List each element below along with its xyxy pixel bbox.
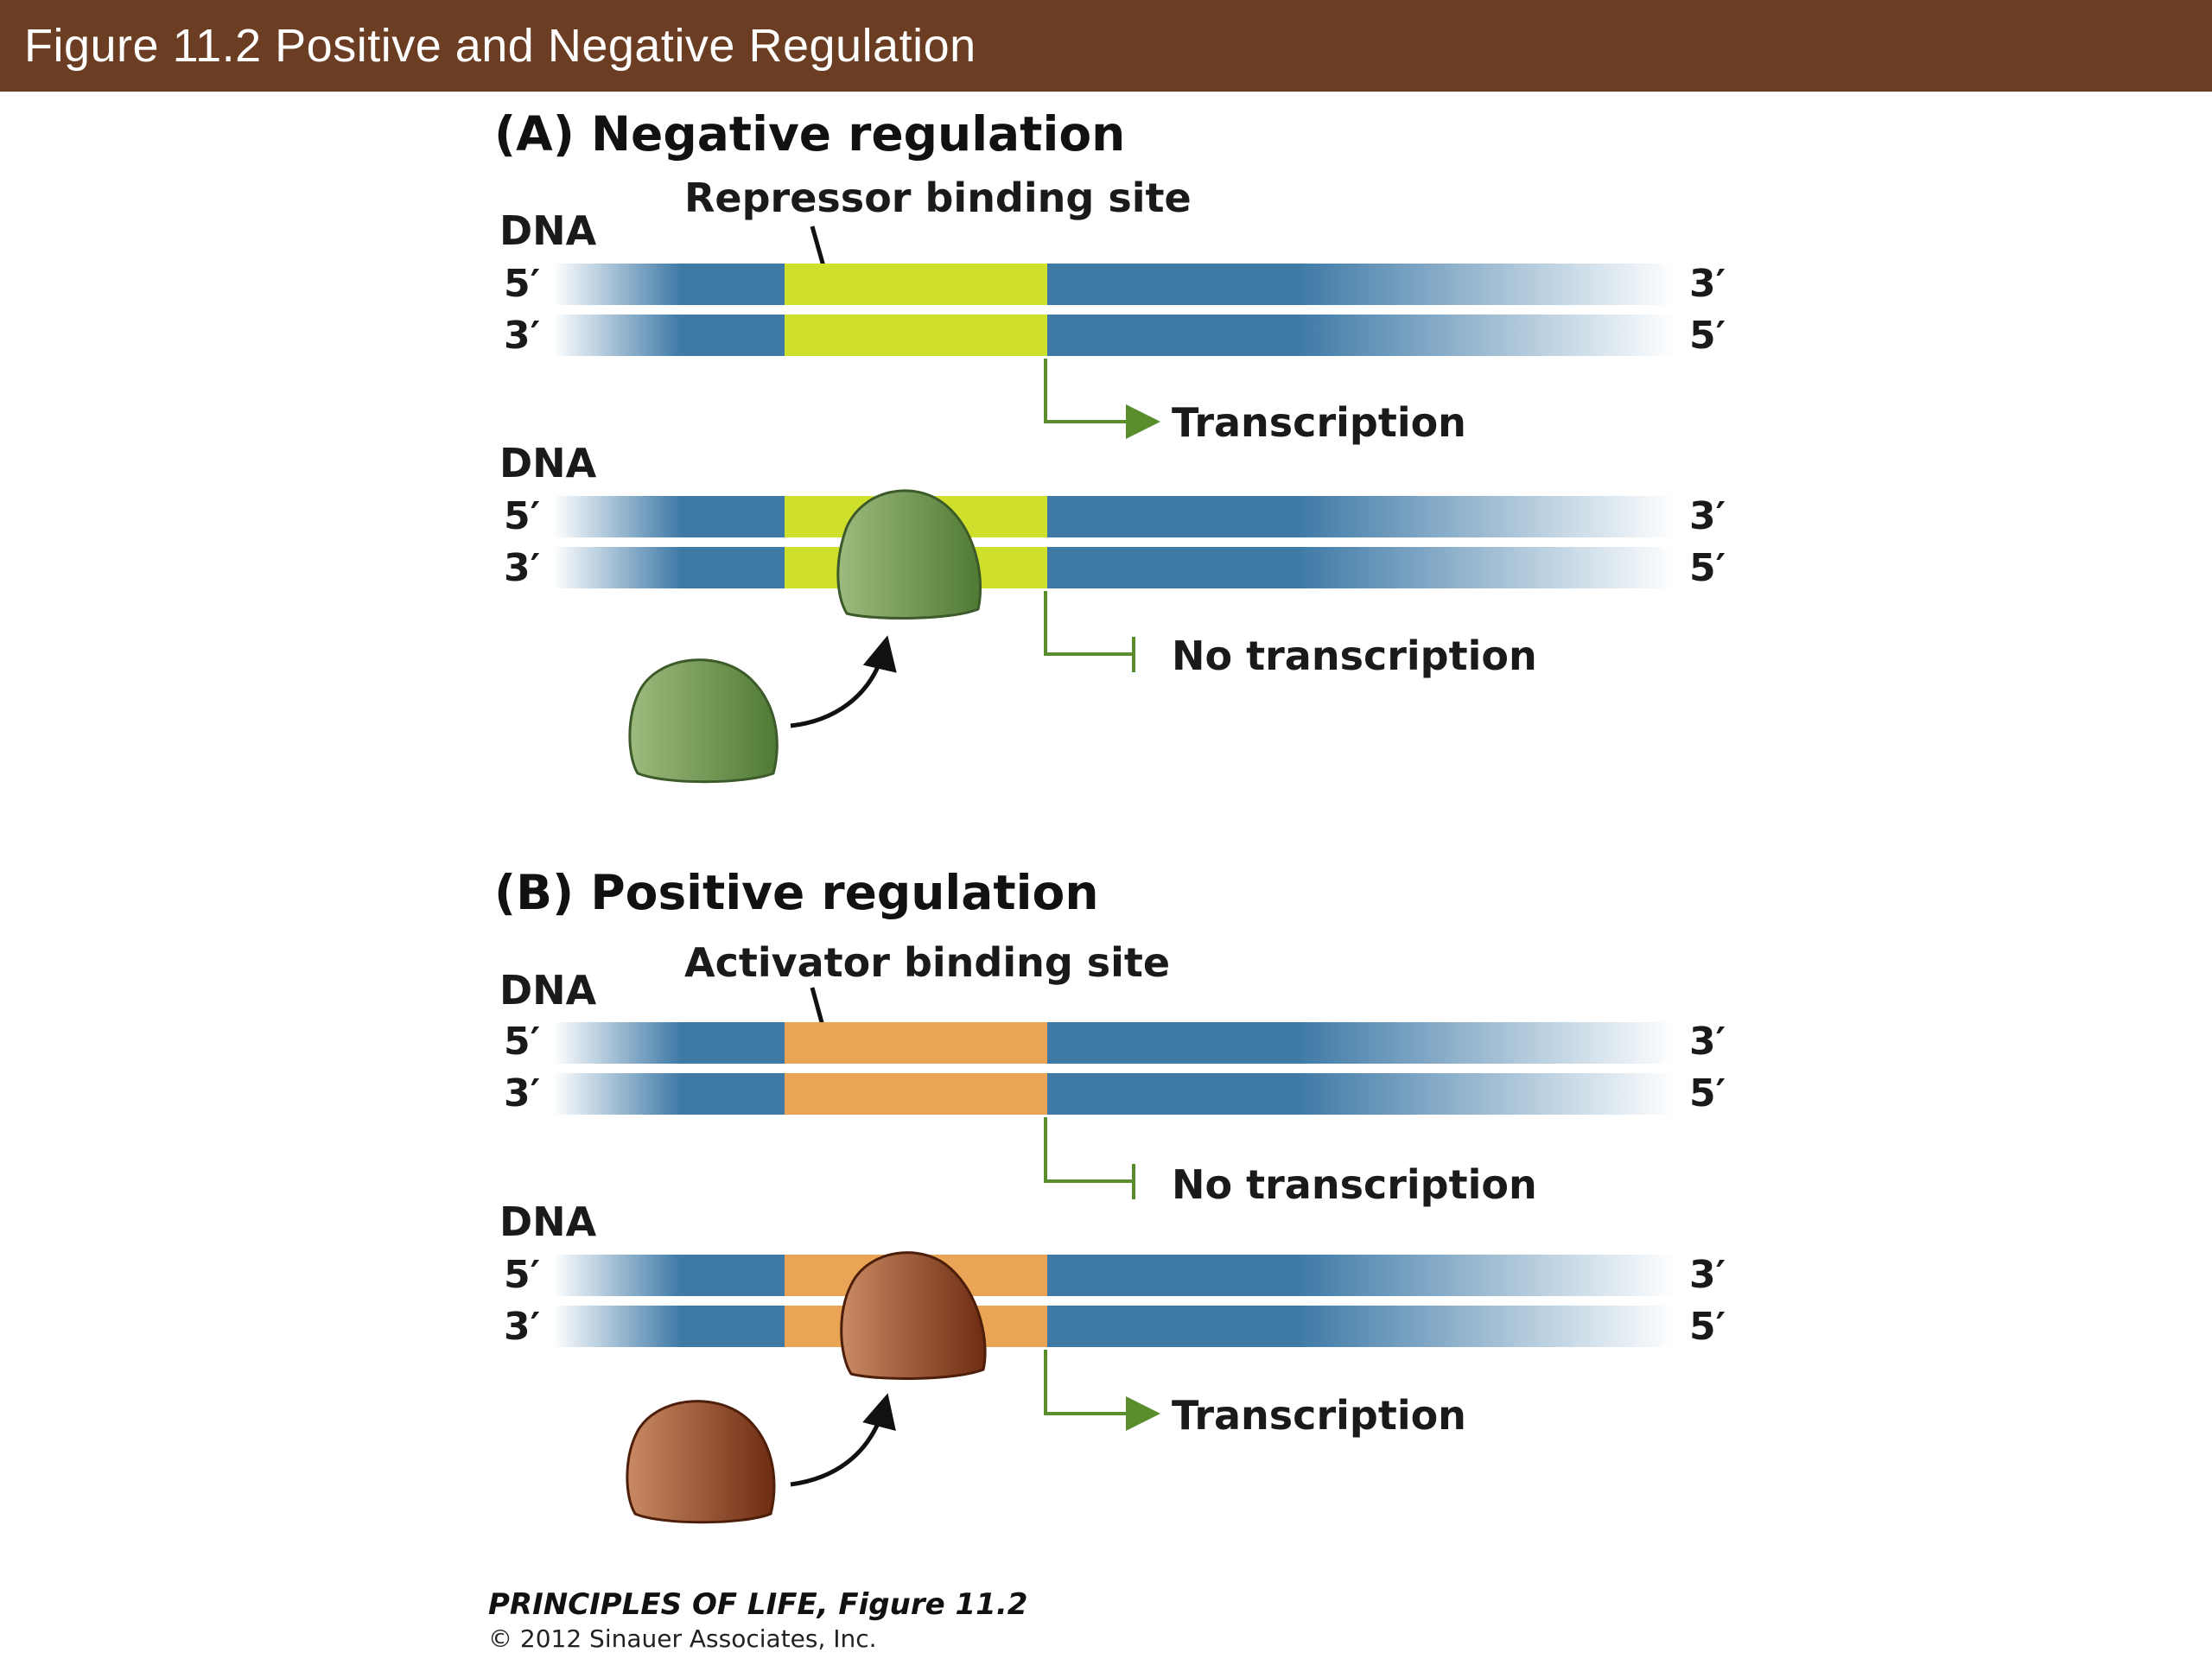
strand-end-label: 5′	[1689, 1071, 1726, 1116]
transcription-arrow	[1044, 359, 1160, 439]
strand-end-label: 3′	[504, 1071, 540, 1116]
dna-strand-lower	[1047, 315, 1676, 356]
strand-end-label: 5′	[504, 262, 540, 306]
blocked-transcription-marker	[1044, 1117, 1135, 1199]
dna-strand-lower	[553, 1306, 785, 1347]
dna-strand-upper	[553, 496, 785, 537]
source-credit: PRINCIPLES OF LIFE, Figure 11.2	[488, 1587, 1027, 1622]
activator-binding-site	[785, 1073, 1047, 1115]
strand-end-label: 3′	[1689, 1020, 1726, 1064]
free-repressor-protein	[628, 658, 779, 784]
dna-label: DNA	[499, 440, 597, 486]
copyright-credit: © 2012 Sinauer Associates, Inc.	[488, 1624, 877, 1653]
strand-end-label: 5′	[1689, 314, 1726, 358]
strand-end-label: 5′	[1689, 546, 1726, 590]
activator-site-label: Activator binding site	[684, 939, 1170, 986]
dna-strand-upper	[1047, 1022, 1676, 1064]
bound-repressor-protein	[836, 489, 982, 620]
dna-duplex-b-top: DNA 5′ 3′ 3′ 5′	[499, 967, 1726, 1116]
binding-arrow	[790, 635, 897, 728]
repressor-site-label: Repressor binding site	[684, 175, 1192, 221]
free-activator-protein	[626, 1400, 776, 1524]
strand-end-label: 5′	[504, 1253, 540, 1297]
dna-duplex-a-top: DNA 5′ 3′ 3′ 5′	[499, 207, 1726, 358]
strand-end-label: 5′	[1689, 1305, 1726, 1349]
dna-strand-lower	[553, 1073, 785, 1115]
dna-duplex-a-bottom: DNA 5′ 3′ 3′ 5′	[499, 440, 1726, 620]
blocked-transcription-marker	[1044, 591, 1135, 672]
strand-end-label: 5′	[504, 494, 540, 538]
dna-strand-upper	[553, 264, 785, 305]
dna-strand-lower	[1047, 1306, 1676, 1347]
dna-strand-lower	[553, 315, 785, 356]
dna-strand-upper	[1047, 264, 1676, 305]
title-bar: Figure 11.2 Positive and Negative Regula…	[0, 0, 2212, 92]
outcome-label: Transcription	[1172, 1392, 1466, 1439]
strand-end-label: 3′	[1689, 1253, 1726, 1297]
dna-strand-upper	[553, 1022, 785, 1064]
outcome-label: Transcription	[1172, 399, 1466, 446]
dna-label: DNA	[499, 1198, 597, 1245]
dna-strand-lower	[1047, 547, 1676, 588]
strand-end-label: 3′	[1689, 262, 1726, 306]
repressor-binding-site	[785, 315, 1047, 356]
dna-label: DNA	[499, 207, 597, 254]
dna-strand-upper	[1047, 1255, 1676, 1296]
dna-strand-upper	[1047, 496, 1676, 537]
strand-end-label: 3′	[504, 546, 540, 590]
repressor-binding-site	[785, 264, 1047, 305]
transcription-arrow	[1044, 1350, 1160, 1431]
dna-duplex-b-bottom: DNA 5′ 3′ 3′ 5′	[499, 1198, 1726, 1380]
outcome-label: No transcription	[1172, 1161, 1537, 1208]
panel-b-title: (B) Positive regulation	[494, 865, 1098, 920]
strand-end-label: 3′	[504, 1305, 540, 1349]
binding-arrow	[790, 1393, 896, 1487]
bound-activator-protein	[840, 1251, 987, 1380]
strand-end-label: 3′	[1689, 494, 1726, 538]
strand-end-label: 5′	[504, 1020, 540, 1064]
activator-binding-site	[785, 1022, 1047, 1064]
figure-title: Figure 11.2 Positive and Negative Regula…	[24, 20, 976, 72]
dna-label: DNA	[499, 967, 597, 1014]
dna-strand-lower	[553, 547, 785, 588]
outcome-label: No transcription	[1172, 632, 1537, 679]
dna-strand-lower	[1047, 1073, 1676, 1115]
panel-a-title: (A) Negative regulation	[494, 106, 1125, 162]
dna-strand-upper	[553, 1255, 785, 1296]
strand-end-label: 3′	[504, 314, 540, 358]
